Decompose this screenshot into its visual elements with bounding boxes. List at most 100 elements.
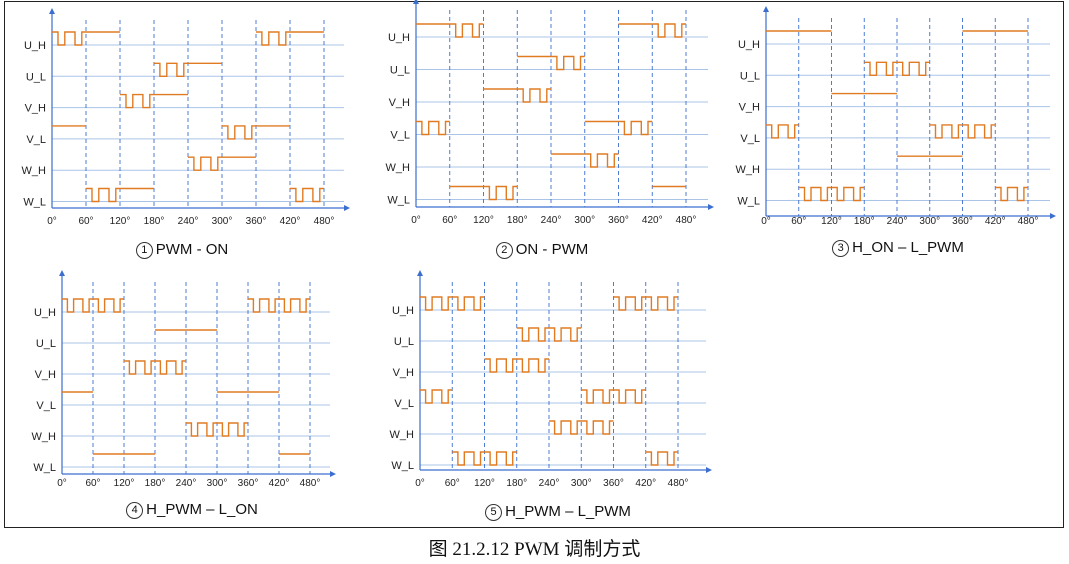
angle-tick-label: 420° (642, 215, 663, 226)
angle-tick-label: 120° (473, 215, 494, 226)
y-axis-arrow-icon (49, 8, 55, 14)
signal-label: U_H (388, 32, 410, 44)
signal-label: W_L (391, 460, 414, 472)
waveform-pwm-v-l (581, 389, 646, 404)
signal-label: V_L (390, 130, 410, 142)
x-axis-arrow-icon (708, 204, 714, 210)
angle-tick-label: 240° (178, 216, 199, 227)
diagram-number: 3 (832, 240, 850, 257)
waveform-pwm-u-h (613, 296, 678, 311)
waveform-pwm-v-h (484, 358, 549, 373)
angle-tick-label: 420° (635, 478, 656, 489)
caption-diagram-3: 3 H_ON – L_PWM (818, 239, 978, 257)
signal-label: U_H (738, 39, 760, 51)
diagram-title: H_PWM – L_ON (146, 501, 258, 518)
signal-label: U_L (36, 338, 56, 350)
waveform-pwm-v-l (766, 124, 799, 139)
x-axis-arrow-icon (330, 471, 336, 477)
angle-tick-label: 480° (676, 215, 697, 226)
signal-label: U_L (390, 65, 410, 77)
angle-tick-label: 60° (85, 478, 100, 489)
diagram-h-on-l-pwm: U_H U_L V_H V_L W_H W_L 0° 60° 120° 180° 240° 300° 3… (722, 4, 1062, 232)
signal-label: W_L (23, 197, 46, 209)
angle-tick-label: 480° (300, 478, 321, 489)
angle-tick-label: 60° (78, 216, 93, 227)
signal-label: W_L (33, 462, 56, 474)
angle-tick-label: 120° (114, 478, 135, 489)
waveform-pwm-v-h (517, 88, 551, 103)
angle-tick-label: 120° (474, 478, 495, 489)
diagram-number: 4 (126, 502, 144, 519)
signal-label: U_L (740, 70, 760, 82)
waveform-pwm-u-h (52, 31, 86, 46)
signal-label: U_L (26, 71, 46, 83)
diagram-title: H_ON – L_PWM (852, 239, 964, 256)
signal-label: W_H (22, 165, 47, 177)
waveform-pwm-u-l (551, 55, 585, 71)
waveform-pwm-u-l (516, 327, 582, 342)
diagram-pwm-on: U_H U_L V_H V_L W_H W_L 0° 60° 120° 180° 240° 300° 3… (12, 4, 352, 232)
diagram-h-pwm-l-on: U_H U_L V_H V_L W_H W_L 0° 60° 120° 180° 240° 300° 3… (20, 270, 350, 500)
waveform-pwm-w-l (645, 451, 678, 466)
waveform-pwm-v-l (222, 125, 256, 140)
waveform-pwm-w-h (188, 156, 222, 171)
angle-tick-label: 180° (507, 215, 528, 226)
waveform-pwm-u-h (62, 298, 124, 313)
caption-diagram-1: 1 PWM - ON (112, 241, 252, 259)
signal-label: W_H (32, 431, 57, 443)
angle-tick-label: 240° (539, 478, 560, 489)
waveform-chart: U_H U_L V_H V_L W_H W_L0° 60° 120° 180° 240° 300° 3… (736, 6, 1056, 227)
angle-tick-label: 240° (541, 215, 562, 226)
angle-tick-label: 240° (176, 478, 197, 489)
diagram-h-pwm-l-pwm: U_H U_L V_H V_L W_H W_L 0° 60° 120° 180° 240° 300° 3… (376, 270, 716, 500)
angle-tick-label: 120° (821, 216, 842, 227)
angle-tick-label: 60° (442, 215, 457, 226)
signal-label: V_H (35, 369, 56, 381)
waveform-pwm-w-h (186, 422, 248, 437)
waveform-pwm-v-l (929, 124, 996, 139)
signal-label: U_L (394, 336, 414, 348)
angle-tick-label: 480° (1018, 216, 1039, 227)
diagram-title: PWM - ON (155, 241, 229, 258)
angle-tick-label: 180° (145, 478, 166, 489)
waveform-pwm-w-l (86, 187, 120, 203)
angle-tick-label: 420° (280, 216, 301, 227)
figure-caption: 图 21.2.12 PWM 调制方式 (428, 539, 641, 560)
x-axis-arrow-icon (344, 205, 350, 211)
angle-tick-label: 180° (854, 216, 875, 227)
waveform-pwm-u-l (864, 61, 930, 76)
waveform-pwm-u-l (154, 62, 188, 77)
waveform-pwm-w-l (798, 186, 865, 202)
waveform-pwm-w-l (452, 451, 517, 466)
angle-tick-label: 420° (269, 478, 290, 489)
angle-tick-label: 60° (445, 478, 460, 489)
y-axis-arrow-icon (413, 0, 419, 4)
angle-tick-label: 0° (415, 478, 425, 489)
waveform-pwm-w-h (584, 153, 619, 168)
waveform-pwm-v-h (124, 360, 186, 375)
waveform-pwm-v-h (120, 93, 154, 109)
angle-tick-label: 240° (887, 216, 908, 227)
angle-tick-label: 480° (668, 478, 689, 489)
waveform-pwm-v-l (618, 120, 653, 136)
signal-label: W_H (390, 429, 415, 441)
signal-label: U_H (34, 307, 56, 319)
waveform-pwm-u-h (449, 23, 484, 38)
diagram-title: H_PWM – L_PWM (505, 503, 631, 520)
angle-tick-label: 0° (411, 215, 421, 226)
angle-tick-label: 300° (919, 216, 940, 227)
angle-tick-label: 420° (985, 216, 1006, 227)
angle-tick-label: 180° (506, 478, 527, 489)
waveform-pwm-w-h (549, 420, 614, 435)
angle-tick-label: 300° (574, 215, 595, 226)
y-axis-arrow-icon (763, 6, 769, 12)
caption-diagram-5: 5 H_PWM – L_PWM (468, 503, 648, 521)
waveform-chart: U_H U_L V_H V_L W_H W_L0° 60° 120° 180° 240° 300° 3… (32, 270, 336, 489)
x-axis-arrow-icon (706, 467, 712, 473)
signal-label: V_H (25, 103, 46, 115)
diagram-title: ON - PWM (515, 241, 589, 258)
diagram-number: 5 (485, 504, 503, 521)
diagram-number: 1 (135, 242, 153, 259)
angle-tick-label: 300° (571, 478, 592, 489)
angle-tick-label: 120° (110, 216, 131, 227)
